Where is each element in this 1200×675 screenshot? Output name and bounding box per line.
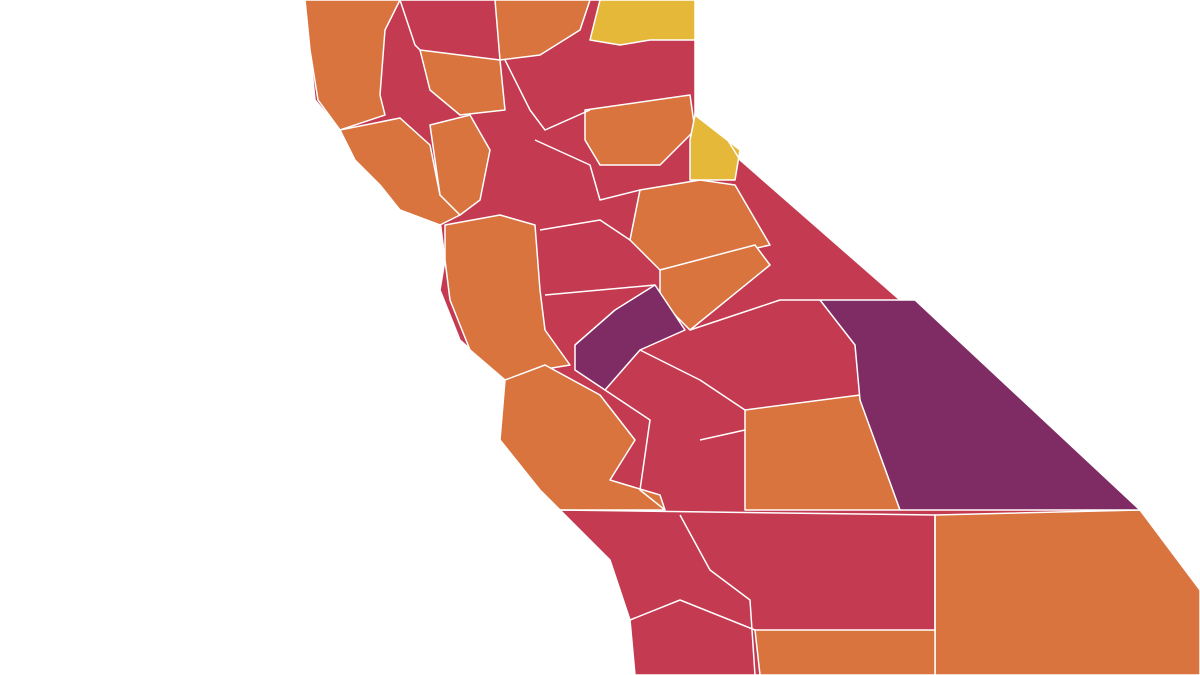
county-border <box>604 389 666 511</box>
county <box>304 0 401 131</box>
county <box>499 364 666 511</box>
county-border <box>544 284 656 296</box>
county-border <box>699 429 746 441</box>
county-border <box>629 599 756 631</box>
county-border <box>689 299 820 331</box>
county-border <box>679 514 756 675</box>
county <box>429 114 491 216</box>
county <box>934 509 1200 675</box>
county <box>754 629 936 675</box>
county <box>494 0 591 61</box>
county-border <box>534 139 641 201</box>
county-border <box>539 219 631 241</box>
county <box>339 117 461 226</box>
county-border <box>504 59 591 131</box>
county <box>444 214 571 381</box>
county <box>689 114 741 181</box>
county-border <box>639 349 746 411</box>
county-border <box>559 509 936 630</box>
county-border <box>399 0 421 51</box>
county <box>589 0 696 46</box>
county <box>574 284 686 391</box>
county <box>584 94 696 166</box>
county-border <box>699 94 741 161</box>
county <box>819 299 1141 511</box>
county <box>419 49 506 116</box>
